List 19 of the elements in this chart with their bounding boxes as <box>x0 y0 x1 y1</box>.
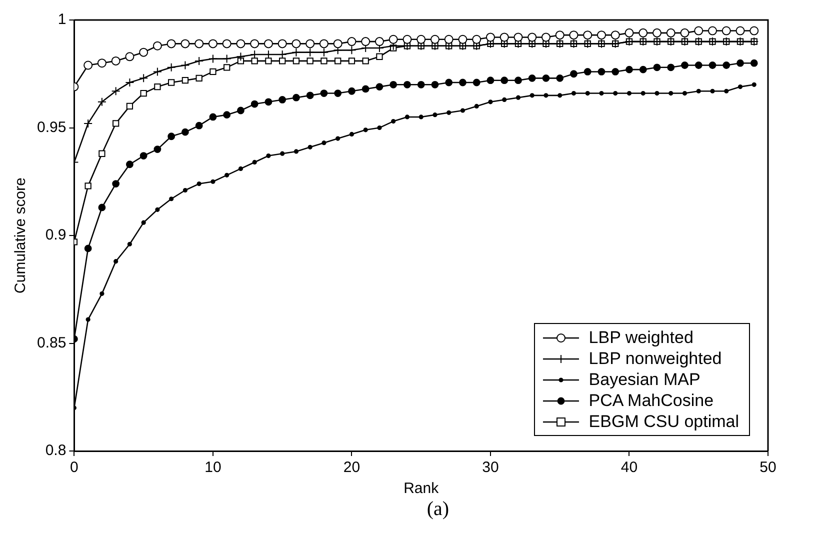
legend-label: LBP nonweighted <box>588 348 722 369</box>
legend-label: Bayesian MAP <box>588 369 700 390</box>
y-tick-label: 0.8 <box>45 442 66 460</box>
y-tick-label: 1 <box>58 11 66 28</box>
legend-label: EBGM CSU optimal <box>588 411 739 432</box>
legend-label: PCA MahCosine <box>588 390 714 411</box>
text: (a) <box>426 498 450 521</box>
x-tick-label: 0 <box>70 459 78 476</box>
x-tick-label: 20 <box>343 459 360 476</box>
y-tick-label: 0.95 <box>36 118 66 136</box>
x-tick-label: 10 <box>204 459 222 476</box>
y-tick-label: 0.9 <box>45 226 66 244</box>
x-axis-title: Rank <box>404 480 440 498</box>
x-tick-label: 50 <box>760 459 776 476</box>
legend-label: LBP weighted <box>588 327 694 348</box>
y-tick-label: 0.85 <box>36 334 66 352</box>
x-tick-label: 40 <box>620 459 638 476</box>
y-axis-title: Cumulative score <box>12 178 30 294</box>
x-tick-label: 30 <box>482 459 499 476</box>
